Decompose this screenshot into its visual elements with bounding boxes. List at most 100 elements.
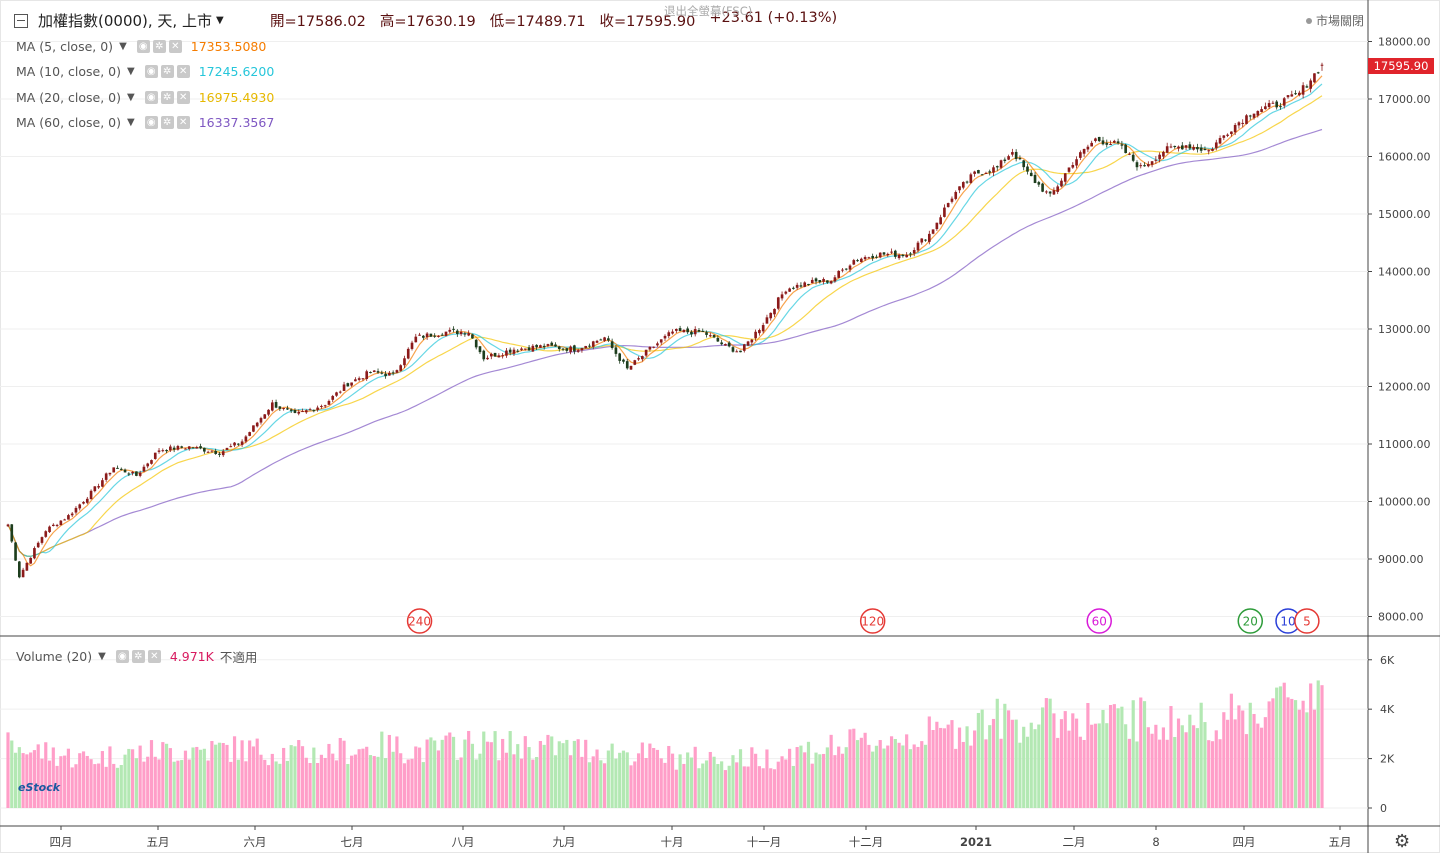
symbol-title[interactable]: 加權指數(0000), 天, 上市 [38,12,212,30]
chevron-down-icon[interactable]: ▼ [127,65,135,77]
candle-body [648,346,652,350]
volume-bar [678,754,682,808]
gear-icon[interactable]: ✲ [160,90,174,104]
volume-bar [614,758,618,808]
volume-bar [198,749,203,808]
eye-icon[interactable]: ◉ [136,39,150,53]
volume-bar [697,768,701,808]
volume-bar [1025,736,1030,808]
candle-body [82,502,85,504]
candle-body [1305,86,1309,88]
close-icon[interactable]: ✕ [176,90,190,104]
candle-body [440,334,444,336]
candle-body [716,337,720,342]
volume-bar [1033,729,1037,808]
gear-icon[interactable]: ✲ [160,64,174,78]
legend-ma5[interactable]: MA (5, close, 0) ▼ ◉ ✲ ✕ 17353.5080 [16,36,266,56]
collapse-icon[interactable] [14,13,28,28]
candle-body [682,329,686,333]
candle-body [1018,158,1022,160]
candle-body [633,360,637,365]
volume-bar [482,731,486,808]
candle-body [40,537,44,543]
candle-body [920,238,924,243]
legend-ma60[interactable]: MA (60, close, 0) ▼ ◉ ✲ ✕ 16337.3567 [16,112,274,132]
candle-body [85,498,89,503]
close-icon[interactable]: ✕ [147,649,161,663]
candle-body [501,355,504,357]
chevron-down-icon[interactable]: ▼ [119,40,127,52]
eye-icon[interactable]: ◉ [115,649,129,663]
candle-body [1026,166,1029,172]
legend-ma5-label[interactable]: MA (5, close, 0) [16,38,114,54]
chevron-down-icon[interactable]: ▼ [127,116,135,128]
legend-ma60-label[interactable]: MA (60, close, 0) [16,114,122,130]
period-marker-label: 240 [408,615,431,629]
candle-body [852,260,856,265]
candle-body [112,467,116,473]
volume-bar [761,768,765,808]
legend-ma20-label[interactable]: MA (20, close, 0) [16,89,122,105]
symbol-header[interactable]: 加權指數(0000), 天, 上市 ▼ [14,10,224,31]
gear-icon[interactable]: ✲ [131,649,145,663]
status-dot-icon [1305,17,1312,24]
candle-body [652,346,655,348]
legend-ma10[interactable]: MA (10, close, 0) ▼ ◉ ✲ ✕ 17245.6200 [16,61,274,81]
volume-bar [327,743,331,808]
candle-body [1211,149,1214,151]
candle-body [97,486,100,488]
close-icon[interactable]: ✕ [168,39,182,53]
volume-bar [995,698,999,808]
volume-bar [157,759,161,808]
gear-icon[interactable]: ⚙ [1394,831,1411,852]
exit-fullscreen-button[interactable]: 退出全螢幕(FSC) [664,4,753,18]
volume-bar [112,763,116,808]
candle-body [123,469,127,473]
candle-body [214,450,217,454]
volume-bar [1195,728,1199,808]
legend-ma20-value: 16975.4930 [198,89,275,105]
legend-ma20[interactable]: MA (20, close, 0) ▼ ◉ ✲ ✕ 16975.4930 [16,87,274,107]
candle-body [146,463,150,467]
volume-bar [1297,709,1301,808]
candle-body [36,542,40,548]
candle-body [459,331,463,335]
candle-body [826,280,829,283]
candle-body [410,342,414,349]
candle-body [259,418,263,423]
volume-bar [399,753,403,808]
candle-body [1116,141,1120,144]
candle-body [218,453,221,455]
candle-body [104,473,108,480]
close-icon[interactable]: ✕ [176,115,190,129]
close-icon[interactable]: ✕ [176,64,190,78]
legend-volume-label[interactable]: Volume (20) [16,648,93,664]
candle-body [769,312,773,319]
volume-bar [436,750,441,808]
volume-bar [508,731,512,808]
eye-icon[interactable]: ◉ [144,90,158,104]
market-status: 市場關閉 [1305,12,1364,29]
gear-icon[interactable]: ✲ [160,115,174,129]
eye-icon[interactable]: ◉ [144,115,158,129]
chevron-down-icon[interactable]: ▼ [215,15,224,26]
volume-bar [285,760,290,808]
candle-body [758,330,761,334]
volume-bar [1154,724,1158,808]
candle-body [335,392,338,396]
candle-body [1309,80,1312,89]
volume-bar [448,732,452,808]
chevron-down-icon[interactable]: ▼ [98,650,106,662]
legend-ma10-label[interactable]: MA (10, close, 0) [16,63,122,79]
legend-volume[interactable]: Volume (20) ▼ ◉ ✲ ✕ 4.971K 不適用 [16,646,257,666]
candle-body [225,447,229,450]
volume-bar [161,742,165,808]
candle-body [229,446,233,448]
change-value: +23.61 (+0.13%) [709,10,838,26]
gear-icon[interactable]: ✲ [152,39,166,53]
chevron-down-icon[interactable]: ▼ [127,91,135,103]
volume-bar [217,742,222,808]
volume-bar [25,754,29,808]
eye-icon[interactable]: ◉ [144,64,158,78]
period-marker-label: 10 [1280,615,1295,629]
